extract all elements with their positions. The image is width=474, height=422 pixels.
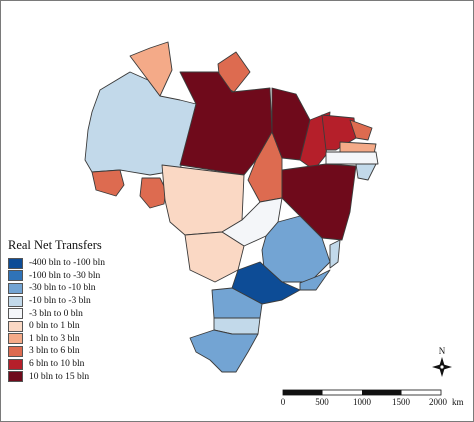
legend-label: -30 bln to -10 bln — [29, 283, 96, 294]
state-mt — [161, 164, 245, 236]
legend-swatch — [8, 320, 23, 332]
legend-item: -100 bln to -30 bln — [8, 270, 105, 283]
legend-label: -10 bln to -3 bln — [29, 296, 91, 307]
state-ac — [91, 169, 125, 197]
legend-label: 10 bln to 15 bln — [29, 371, 90, 382]
legend-label: -100 bln to -30 bln — [29, 270, 101, 281]
state-ba — [281, 163, 357, 241]
legend-label: 1 bln to 3 bln — [29, 333, 80, 344]
state-pe — [325, 151, 379, 165]
legend-item: -400 bln to -100 bln — [8, 257, 105, 270]
state-am — [84, 71, 197, 176]
legend-item: -30 bln to -10 bln — [8, 282, 105, 295]
legend-swatch — [8, 270, 23, 282]
legend-swatch — [8, 282, 23, 294]
legend-swatch — [8, 358, 23, 370]
scale-tick-1500: 1500 — [392, 397, 411, 407]
north-arrow: N — [432, 346, 452, 377]
legend-item: 6 bln to 10 bln — [8, 358, 105, 371]
state-es — [329, 239, 341, 269]
legend-label: 3 bln to 6 bln — [29, 346, 80, 357]
legend-swatch — [8, 345, 23, 357]
state-rr — [129, 41, 173, 97]
legend-item: 0 bln to 1 bln — [8, 320, 105, 333]
scale-tick-500: 500 — [315, 397, 329, 407]
state-mg — [261, 215, 331, 283]
state-rj — [299, 269, 331, 291]
legend-swatch — [8, 308, 23, 320]
scale-tick-2000: 2000 — [429, 397, 448, 407]
legend-title: Real Net Transfers — [8, 238, 102, 252]
state-al — [355, 163, 377, 181]
legend-label: 0 bln to 1 bln — [29, 321, 80, 332]
legend-item: 3 bln to 6 bln — [8, 345, 105, 358]
legend-label: -3 bln to 0 bln — [29, 308, 83, 319]
legend-label: 6 bln to 10 bln — [29, 359, 85, 370]
legend-swatch — [8, 333, 23, 345]
state-pr — [211, 287, 263, 319]
scale-tick-1000: 1000 — [353, 397, 372, 407]
legend-label: -400 bln to -100 bln — [29, 258, 105, 269]
state-rs — [189, 329, 259, 373]
north-label: N — [439, 346, 446, 356]
legend: Real Net Transfers -400 bln to -100 bln … — [8, 238, 105, 383]
scale-unit: km — [452, 397, 464, 407]
legend-item: 1 bln to 3 bln — [8, 333, 105, 346]
legend-item: -3 bln to 0 bln — [8, 307, 105, 320]
legend-swatch — [8, 295, 23, 307]
scale-bar: 0 500 1000 1500 2000 km — [281, 389, 464, 407]
state-pi — [299, 111, 331, 171]
legend-item: -10 bln to -3 bln — [8, 295, 105, 308]
legend-item: 10 bln to 15 bln — [8, 370, 105, 383]
legend-swatch — [8, 257, 23, 269]
state-ro — [139, 177, 167, 209]
legend-swatch — [8, 371, 23, 383]
scale-tick-0: 0 — [281, 397, 286, 407]
state-rn — [349, 119, 373, 141]
